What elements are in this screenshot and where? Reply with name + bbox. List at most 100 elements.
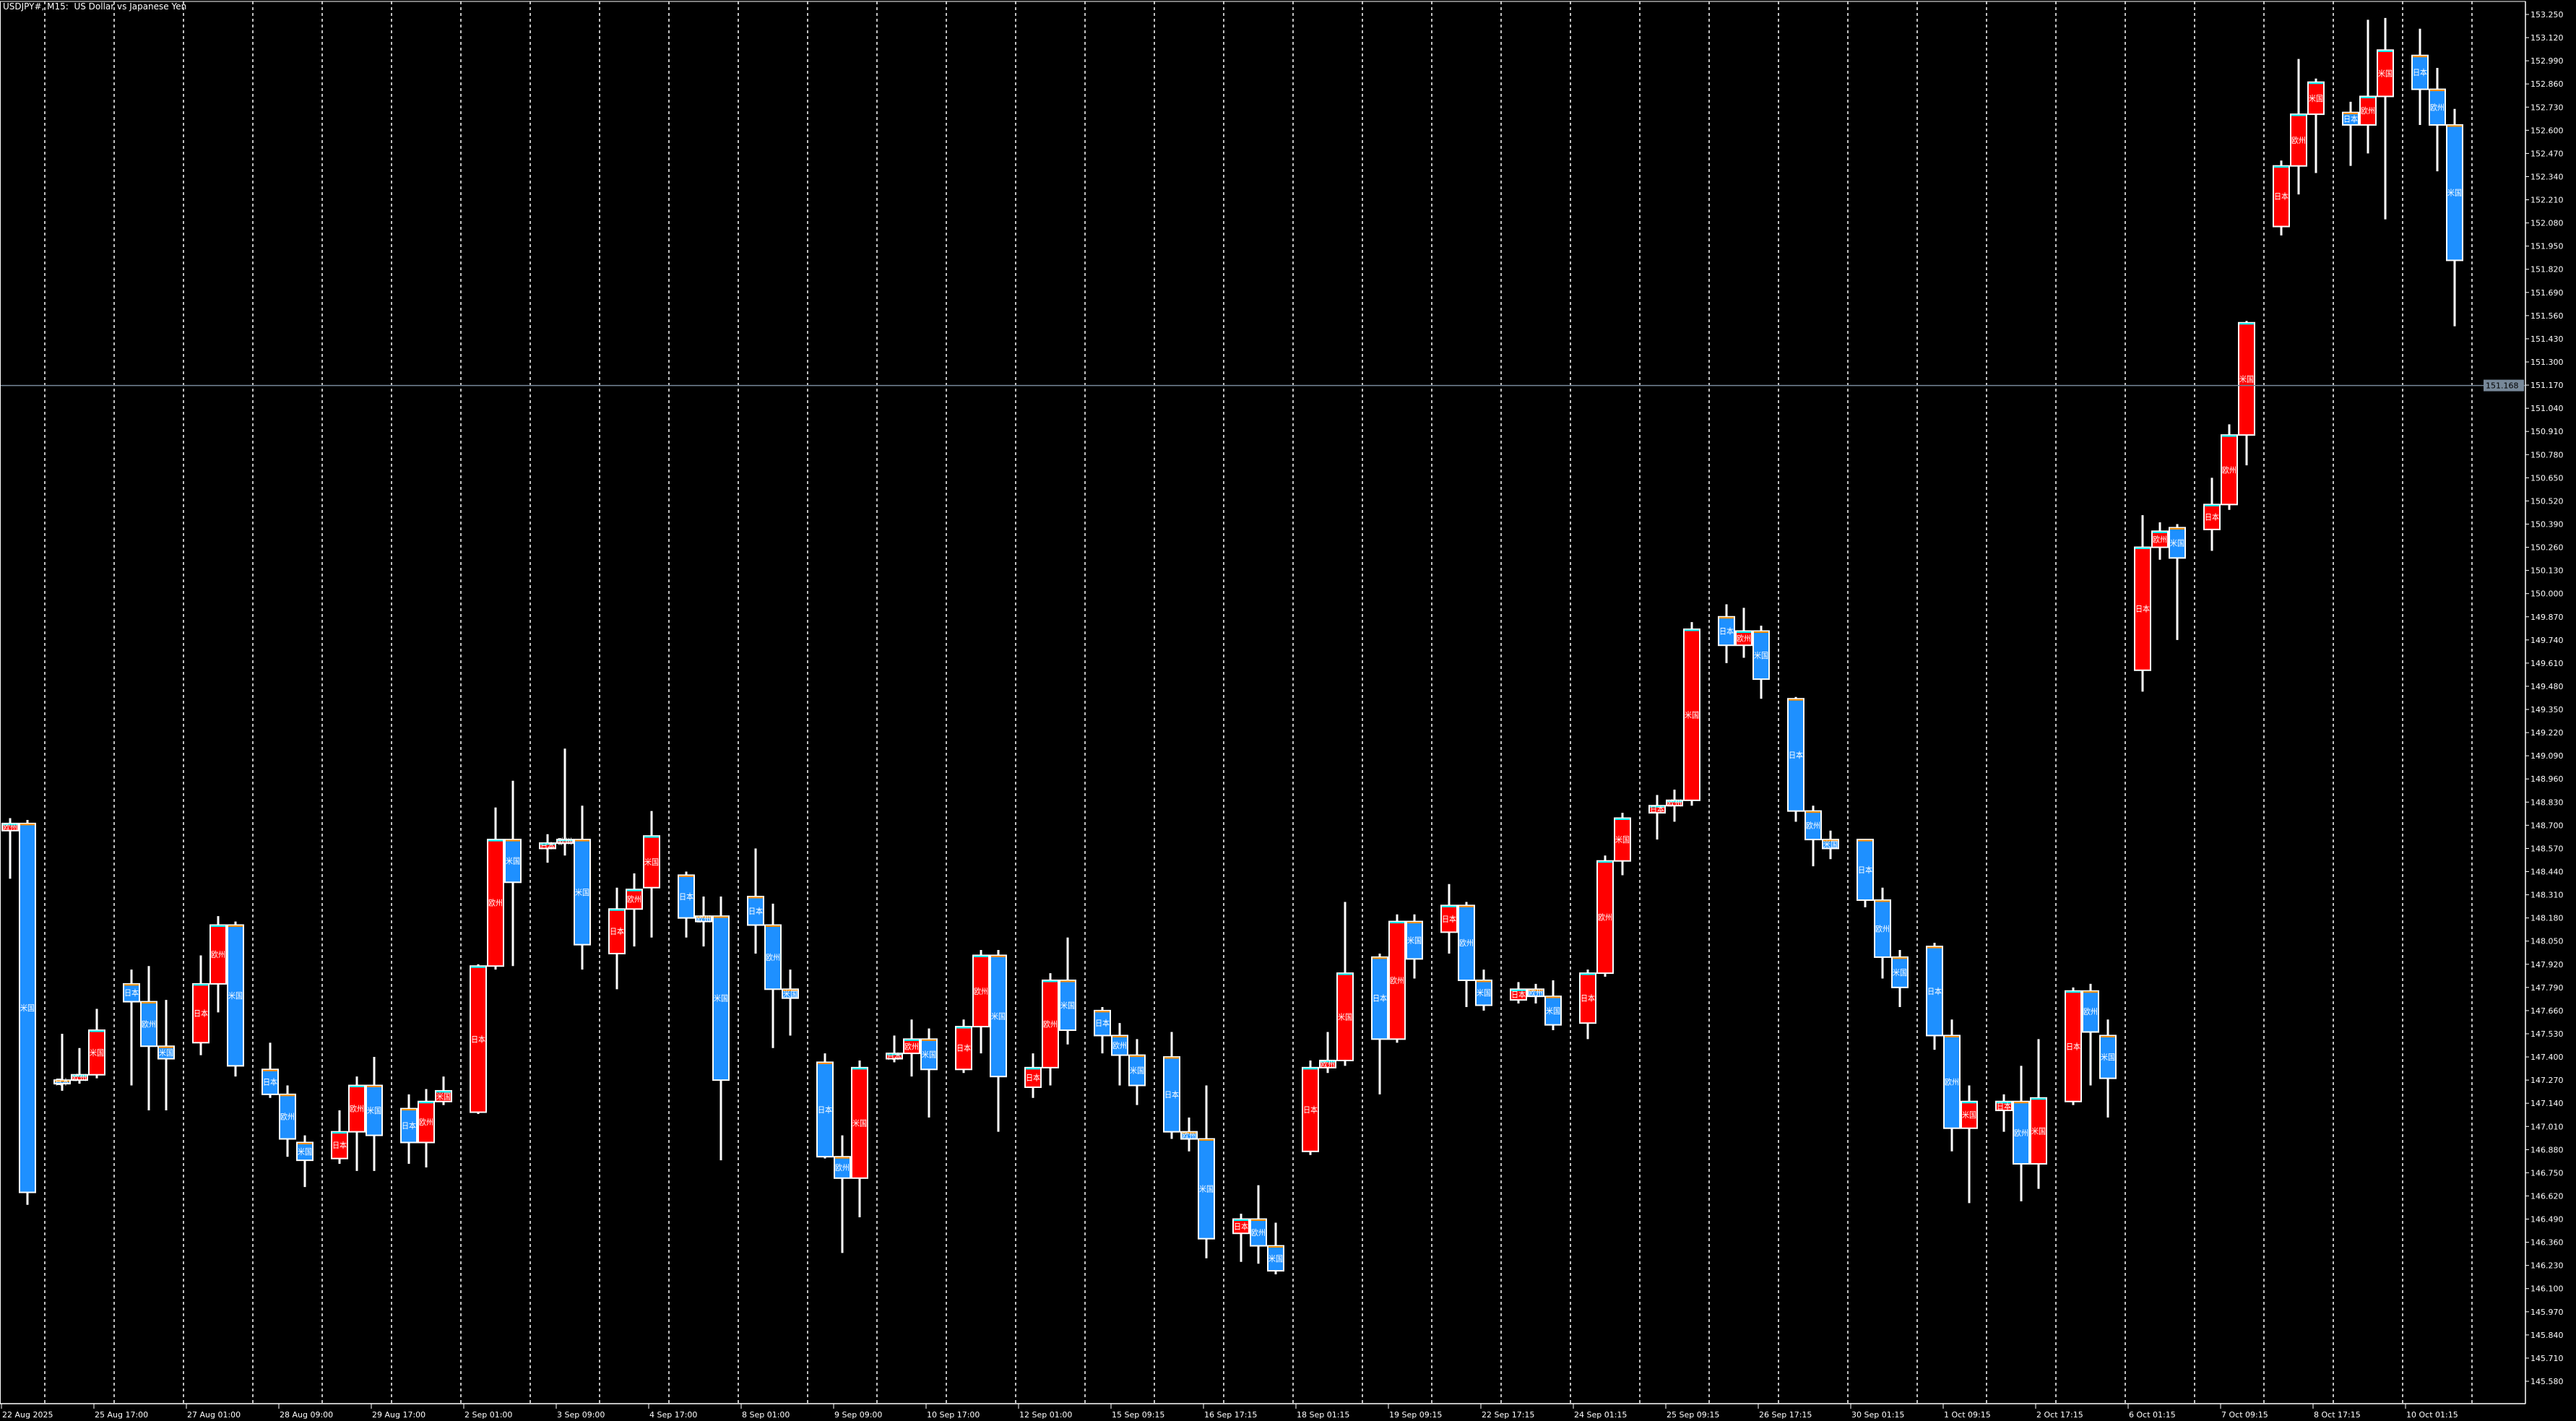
candle-body bbox=[955, 1026, 972, 1071]
session-label: 米国 bbox=[2239, 374, 2254, 384]
time-tick-label: 25 Sep 09:15 bbox=[1667, 1410, 1719, 1420]
candle: 米国 bbox=[782, 969, 799, 1036]
candle: 日本 bbox=[400, 1094, 418, 1165]
candle: 日本 bbox=[1371, 953, 1388, 1094]
candle-body bbox=[2013, 1100, 2030, 1165]
candle: 米国 bbox=[2377, 17, 2394, 220]
price-tick-label: 152.470 bbox=[2530, 149, 2564, 158]
session-label: 日本 bbox=[124, 988, 139, 998]
price-tick-label: 149.090 bbox=[2530, 751, 2564, 761]
session-label: 欧州 bbox=[835, 1163, 850, 1172]
candle-body bbox=[1128, 1054, 1146, 1087]
time-axis[interactable]: 22 Aug 2025 25 Aug 17:00 27 Aug 01:00 28 Au… bbox=[0, 1403, 2525, 1420]
session-label: 欧州 bbox=[419, 1118, 433, 1127]
candle: 米国 bbox=[2030, 1039, 2047, 1189]
candle: 米国 bbox=[366, 1057, 383, 1171]
session-label: 米国 bbox=[1546, 1006, 1560, 1016]
candle-body bbox=[2082, 990, 2099, 1033]
price-tick-label: 149.350 bbox=[2530, 705, 2564, 714]
candle-body bbox=[1718, 616, 1735, 647]
session-label: 日本 bbox=[679, 891, 693, 902]
session-label: 欧州 bbox=[3, 823, 17, 832]
candle-body bbox=[1891, 956, 1909, 988]
time-tick-label: 2 Oct 17:15 bbox=[2036, 1410, 2083, 1420]
candle-body bbox=[2065, 990, 2082, 1102]
candle: 欧州 bbox=[1666, 790, 1683, 822]
candle: 米国 bbox=[1336, 902, 1354, 1066]
session-label: 欧州 bbox=[1321, 1060, 1335, 1069]
candle: 日本 bbox=[539, 834, 556, 863]
candle: 日本 bbox=[470, 964, 487, 1114]
time-tick-label: 18 Sep 01:15 bbox=[1297, 1410, 1349, 1420]
time-tick-label: 24 Sep 01:15 bbox=[1574, 1410, 1627, 1420]
session-label: 欧州 bbox=[974, 987, 988, 996]
session-label: 日本 bbox=[1164, 1089, 1179, 1100]
session-label: 米国 bbox=[1962, 1110, 1976, 1120]
candle: 日本 bbox=[1718, 604, 1735, 663]
session-label: 欧州 bbox=[2153, 535, 2167, 544]
candle-body bbox=[71, 1074, 88, 1081]
session-label: 日本 bbox=[1581, 993, 1595, 1003]
candle-body bbox=[626, 889, 643, 910]
candle: 米国 bbox=[1891, 950, 1909, 1007]
candle-body bbox=[1683, 629, 1700, 801]
session-label: 米国 bbox=[575, 888, 589, 897]
session-label: 米国 bbox=[1754, 651, 1768, 660]
session-label: 日本 bbox=[887, 1051, 902, 1061]
session-label: 欧州 bbox=[1945, 1078, 1959, 1087]
candle-body bbox=[279, 1093, 296, 1140]
session-label: 日本 bbox=[1997, 1101, 2011, 1111]
time-tick-label: 9 Sep 09:00 bbox=[834, 1410, 882, 1420]
candle-body bbox=[1163, 1056, 1180, 1133]
session-label: 欧州 bbox=[1182, 1131, 1196, 1141]
candle-body bbox=[366, 1084, 383, 1136]
candle: 米国 bbox=[1683, 622, 1700, 806]
session-label: 米国 bbox=[1477, 988, 1491, 998]
session-label: 日本 bbox=[2413, 67, 2427, 77]
price-tick-label: 147.270 bbox=[2530, 1076, 2564, 1085]
session-label: 米国 bbox=[783, 989, 798, 998]
candle: 日本 bbox=[816, 1053, 834, 1159]
candle-body bbox=[834, 1156, 851, 1179]
candle-body bbox=[470, 965, 487, 1113]
candle: 日本 bbox=[2134, 515, 2151, 692]
candle: 欧州 bbox=[1319, 1032, 1336, 1074]
price-axis[interactable]: 153.250 153.120 152.990 152.860 152.730 152.6… bbox=[2525, 1, 2564, 1404]
price-tick-label: 151.040 bbox=[2530, 404, 2564, 413]
session-label: 日本 bbox=[332, 1140, 347, 1150]
candle-body bbox=[574, 839, 591, 946]
candle-body bbox=[487, 839, 504, 967]
candle: 米国 bbox=[1267, 1222, 1284, 1274]
price-tick-label: 150.650 bbox=[2530, 473, 2564, 483]
session-label: 米国 bbox=[1338, 1013, 1352, 1022]
time-tick-label: 10 Oct 01:15 bbox=[2406, 1410, 2458, 1420]
candle: 欧州 bbox=[1943, 1019, 1961, 1152]
price-tick-label: 150.000 bbox=[2530, 589, 2564, 599]
session-label: 米国 bbox=[1823, 839, 1838, 849]
session-label: 日本 bbox=[818, 1105, 832, 1115]
candle: 米国 bbox=[990, 950, 1007, 1132]
session-label: 米国 bbox=[90, 1048, 104, 1058]
price-tick-label: 147.140 bbox=[2530, 1099, 2564, 1108]
session-label: 欧州 bbox=[142, 1019, 156, 1029]
price-tick-label: 146.620 bbox=[2530, 1191, 2564, 1201]
price-tick-label: 150.130 bbox=[2530, 566, 2564, 576]
candle-body bbox=[1458, 904, 1475, 981]
candle: 米国 bbox=[1544, 980, 1562, 1031]
candle-body bbox=[1042, 979, 1059, 1068]
session-label: 日本 bbox=[1303, 1105, 1318, 1115]
time-tick-label: 22 Sep 17:15 bbox=[1482, 1410, 1534, 1420]
candle-body bbox=[1995, 1100, 2013, 1112]
candle: 米国 bbox=[574, 805, 591, 970]
candle: 欧州 bbox=[1735, 608, 1752, 658]
time-tick-label: 16 Sep 17:15 bbox=[1204, 1410, 1257, 1420]
candle-body bbox=[157, 1045, 175, 1060]
candle: 米国 bbox=[296, 1135, 314, 1188]
candle-body bbox=[2446, 124, 2463, 262]
price-tick-label: 151.170 bbox=[2530, 381, 2564, 390]
candle-body bbox=[1111, 1035, 1128, 1056]
candle-body bbox=[1371, 956, 1388, 1040]
candle-body bbox=[1666, 799, 1683, 807]
